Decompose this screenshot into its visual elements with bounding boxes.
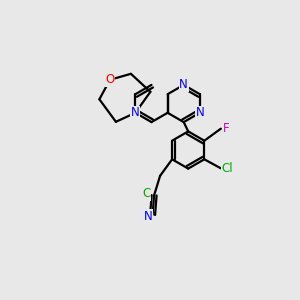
Text: F: F	[223, 122, 230, 135]
Text: O: O	[105, 73, 115, 86]
Text: N: N	[131, 106, 140, 119]
Text: Cl: Cl	[222, 162, 233, 175]
Text: N: N	[179, 78, 188, 92]
Text: N: N	[144, 210, 152, 223]
Text: N: N	[195, 106, 204, 119]
Text: C: C	[142, 187, 151, 200]
